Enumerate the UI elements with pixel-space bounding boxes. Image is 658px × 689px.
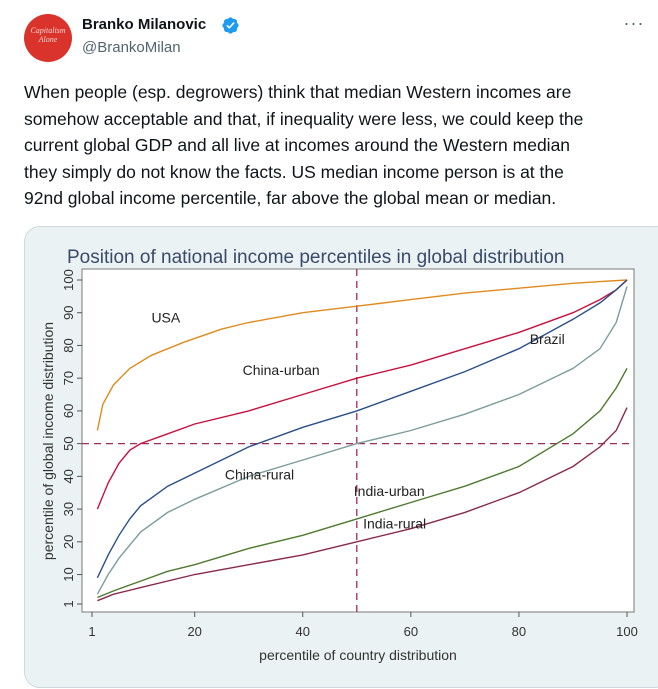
x-tick-label: 80: [512, 624, 526, 639]
x-tick-label: 1: [88, 624, 95, 639]
y-tick-label: 50: [61, 436, 76, 450]
y-tick-label: 10: [61, 567, 76, 581]
series-line-india-rural: [97, 407, 628, 602]
avatar-text: Capitalism Alone: [30, 26, 66, 44]
y-tick-label: 70: [61, 371, 76, 385]
series-line-china-rural: [96, 286, 628, 595]
plot-area: [81, 268, 635, 613]
y-tick-label: 90: [61, 305, 76, 319]
y-tick-label: 60: [61, 404, 76, 418]
x-axis: 1 20 40 60 80 100: [88, 612, 638, 639]
y-tick-label: 100: [61, 269, 76, 291]
y-tick-label: 1: [61, 600, 76, 607]
x-tick-label: 60: [404, 624, 418, 639]
series-label-usa: USA: [151, 310, 180, 326]
x-tick-label: 100: [616, 624, 638, 639]
series-lines: [96, 279, 628, 602]
tweet-text: When people (esp. degrowers) think that …: [24, 82, 584, 208]
y-tick-label: 20: [61, 535, 76, 549]
series-line-india-urban: [97, 368, 628, 599]
chart: Position of national income percentiles …: [40, 247, 638, 663]
series-label-india-urban: India-urban: [354, 483, 425, 499]
author-name[interactable]: Branko Milanovic: [82, 16, 207, 33]
series-line-brazil: [96, 279, 628, 510]
series-label-india-rural: India-rural: [363, 516, 426, 532]
tweet-media-chart[interactable]: Position of national income percentiles …: [24, 226, 658, 688]
y-axis-label: percentile of global income distribution: [40, 322, 56, 560]
y-axis: 1 10 20 30 40 50 60 70 80 90 100: [61, 269, 82, 608]
series-label-china-urban: China-urban: [243, 362, 320, 378]
series-label-china-rural: China-rural: [225, 467, 294, 483]
series-line-china-urban: [96, 279, 628, 579]
x-tick-label: 20: [187, 624, 201, 639]
x-axis-label: percentile of country distribution: [259, 647, 457, 663]
y-tick-label: 30: [61, 502, 76, 516]
chart-title: Position of national income percentiles …: [67, 247, 564, 268]
series-label-brazil: Brazil: [530, 331, 565, 347]
series-labels: USA Brazil China-urban China-rural India-urb…: [151, 310, 564, 532]
y-tick-label: 40: [61, 469, 76, 483]
x-tick-label: 40: [296, 624, 310, 639]
y-tick-label: 80: [61, 338, 76, 352]
more-dots-icon[interactable]: ···: [623, 13, 645, 33]
author-handle[interactable]: @BrankoMilan: [82, 39, 181, 56]
verified-badge-icon: [222, 17, 239, 34]
avatar[interactable]: Capitalism Alone: [24, 14, 72, 62]
series-line-usa: [96, 279, 628, 431]
